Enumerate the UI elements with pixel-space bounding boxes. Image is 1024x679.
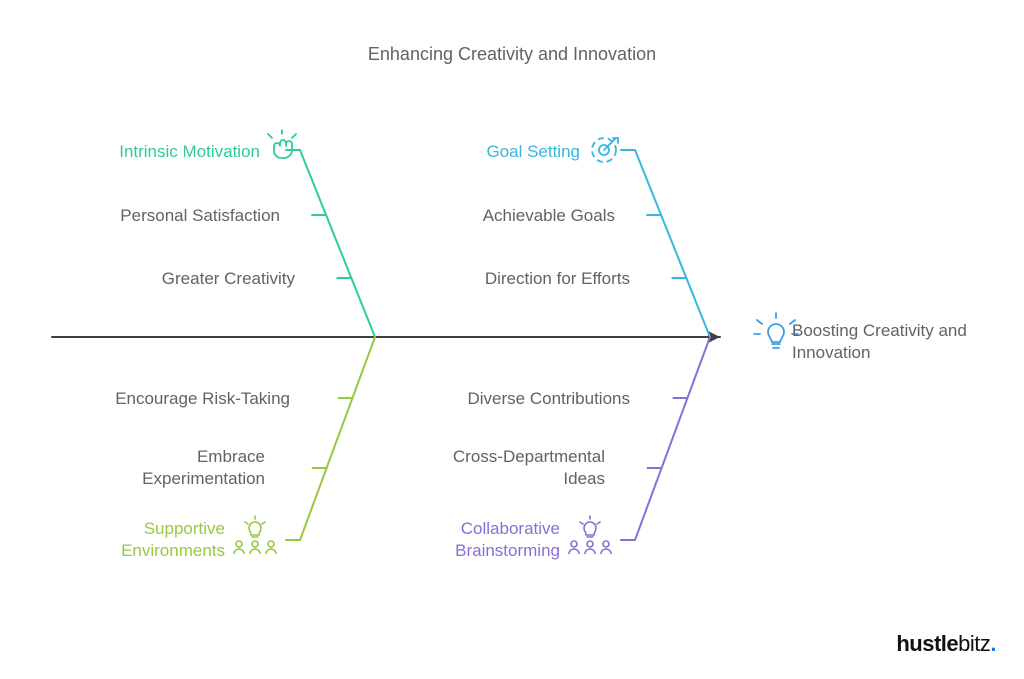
brand-part2: bitz — [958, 631, 990, 656]
cause-label: Achievable Goals — [395, 205, 615, 227]
cause-label: Encourage Risk-Taking — [30, 388, 290, 410]
target-icon — [592, 138, 618, 162]
brand-part1: hustle — [896, 631, 958, 656]
cause-label: Direction for Efforts — [395, 268, 630, 290]
category-label-goal-setting: Goal Setting — [400, 141, 580, 163]
cause-label: Personal Satisfaction — [30, 205, 280, 227]
brand-logo: hustlebitz. — [896, 631, 996, 657]
category-label-collab: Collaborative Brainstorming — [370, 518, 560, 562]
cause-label: Diverse Contributions — [385, 388, 630, 410]
category-label-supportive: Supportive Environments — [45, 518, 225, 562]
brand-dot: . — [990, 631, 996, 656]
cause-label: Greater Creativity — [30, 268, 295, 290]
outcome-label: Boosting Creativity and Innovation — [792, 320, 1012, 364]
diagram-canvas: Enhancing Creativity and Innovation hust… — [0, 0, 1024, 679]
fist-icon — [268, 130, 296, 158]
cause-label: Cross-Departmental Ideas — [375, 446, 605, 490]
people-bulb-icon — [569, 516, 611, 554]
people-bulb-icon — [234, 516, 276, 554]
category-label-intrinsic: Intrinsic Motivation — [40, 141, 260, 163]
cause-label: Embrace Experimentation — [30, 446, 265, 490]
